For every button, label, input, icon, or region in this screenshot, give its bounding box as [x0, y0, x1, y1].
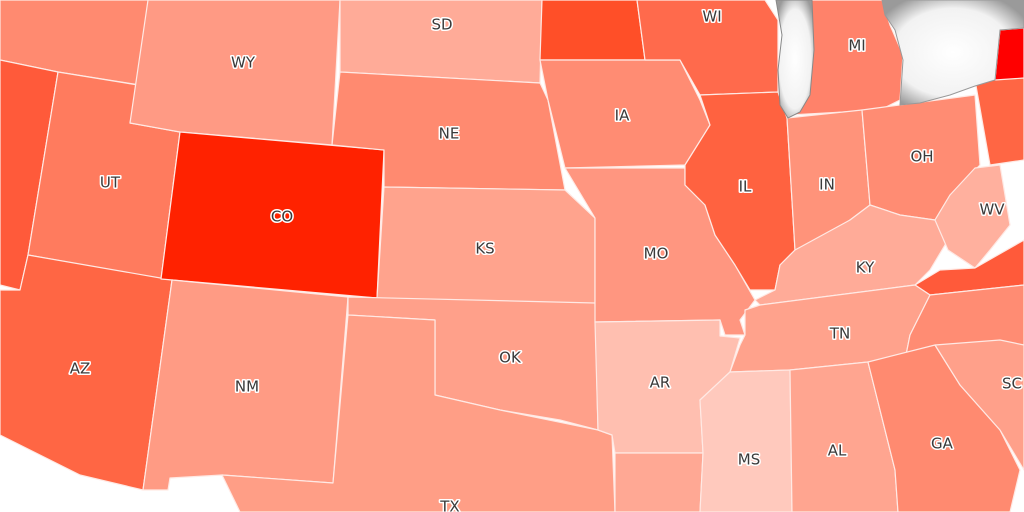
state-nm[interactable]: [142, 279, 349, 491]
state-label-al: AL: [828, 442, 847, 460]
state-label-az: AZ: [70, 360, 91, 378]
state-label-wi: WI: [702, 8, 721, 26]
state-mn[interactable]: [539, 0, 646, 61]
state-label-ut: UT: [100, 174, 121, 192]
state-label-in: IN: [819, 176, 835, 194]
state-wv[interactable]: [934, 164, 1011, 269]
state-la[interactable]: [614, 452, 704, 512]
lake-huron-erie: [881, 0, 1024, 106]
lake-michigan: [775, 0, 815, 119]
state-label-tx: TX: [439, 498, 459, 512]
state-label-tn: TN: [829, 325, 850, 343]
state-label-ky: KY: [856, 259, 875, 277]
state-sc[interactable]: [934, 339, 1024, 471]
state-label-mo: MO: [644, 245, 669, 263]
state-label-co: CO: [271, 208, 293, 226]
state-label-ar: AR: [650, 374, 671, 392]
state-label-ne: NE: [439, 125, 460, 143]
state-label-ks: KS: [475, 240, 494, 258]
state-label-oh: OH: [910, 148, 933, 166]
state-label-nm: NM: [235, 378, 259, 396]
state-label-sd: SD: [431, 16, 452, 34]
state-label-ia: IA: [615, 107, 630, 125]
state-ky[interactable]: [754, 204, 949, 306]
state-label-ga: GA: [931, 435, 954, 453]
state-pa[interactable]: [974, 74, 1024, 166]
state-label-sc: SC: [1002, 375, 1022, 393]
state-label-mi: MI: [848, 37, 865, 55]
state-label-wv: WV: [979, 201, 1005, 219]
state-wy[interactable]: [129, 0, 341, 146]
state-ms[interactable]: [699, 369, 793, 512]
state-label-ms: MS: [738, 451, 760, 469]
state-label-wy: WY: [231, 54, 256, 72]
state-label-ok: OK: [499, 349, 522, 367]
state-sd[interactable]: [339, 0, 543, 84]
state-label-il: IL: [739, 178, 752, 196]
